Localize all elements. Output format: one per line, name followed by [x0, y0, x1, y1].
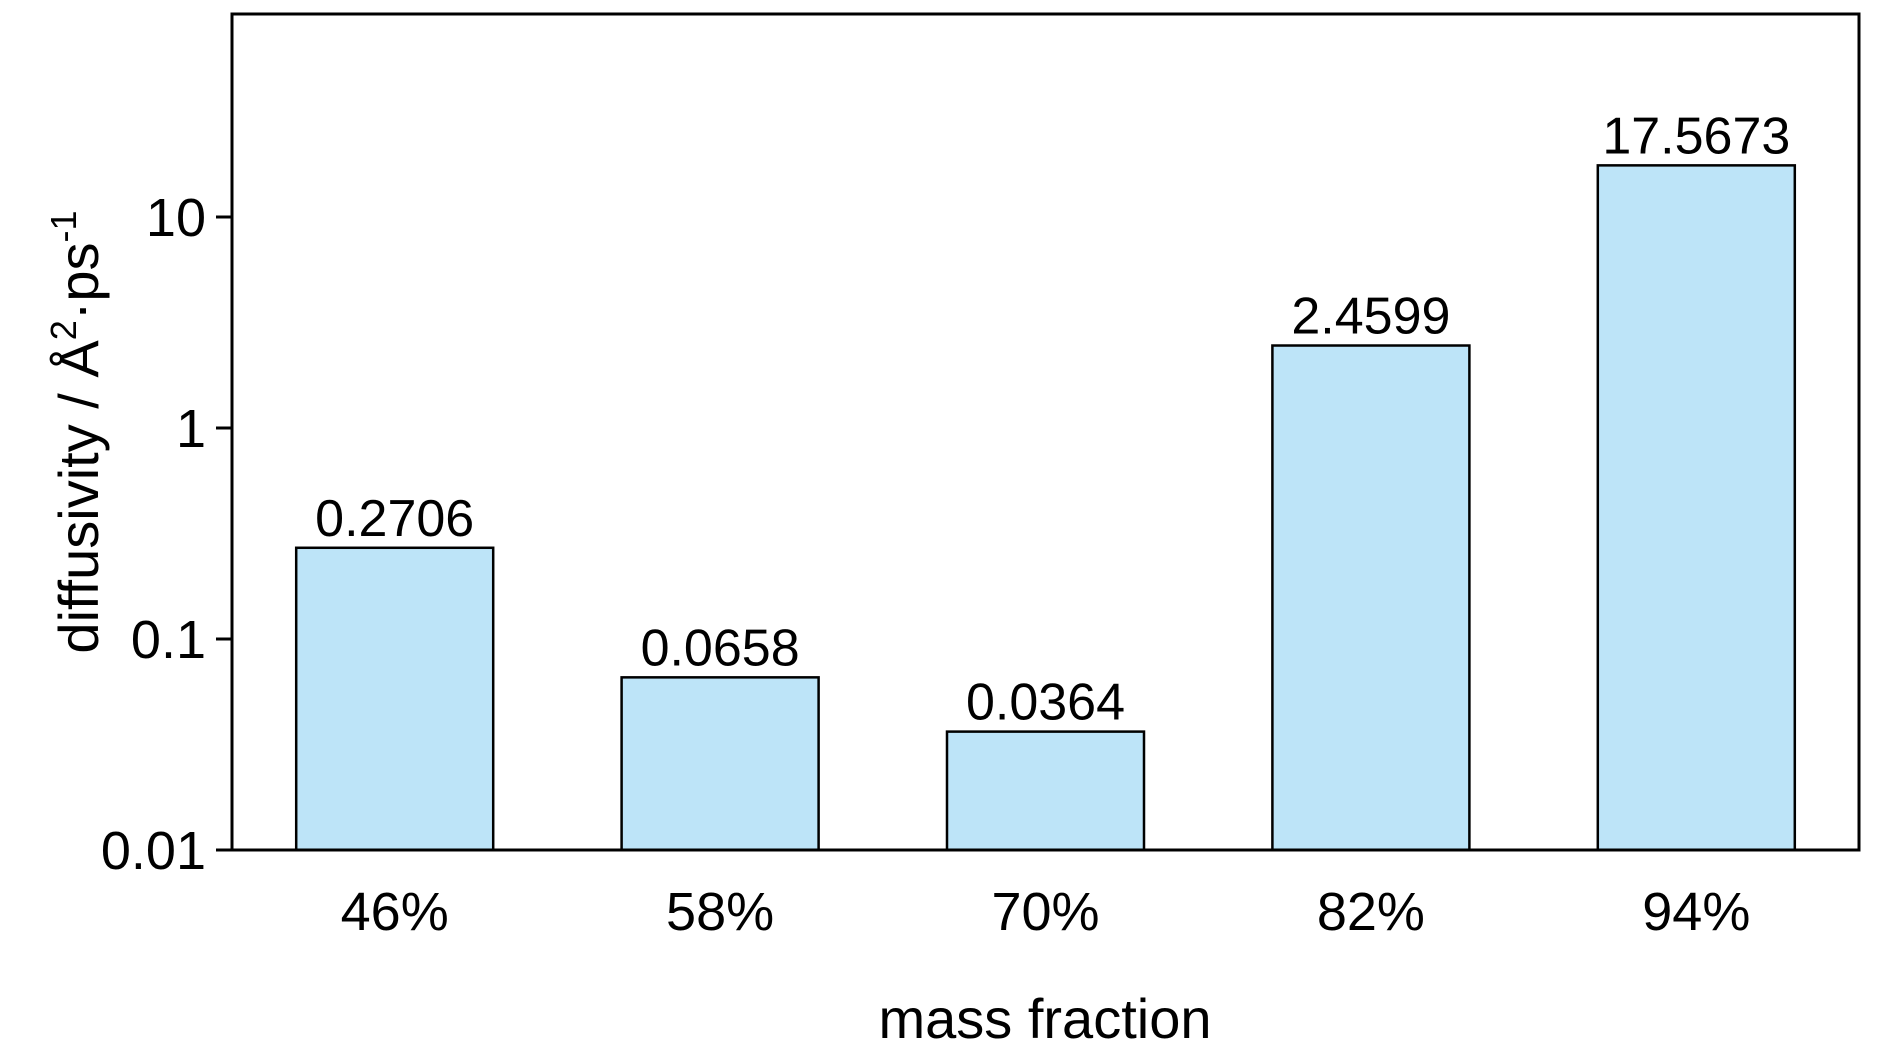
y-axis-title-mid: ·ps	[47, 242, 110, 320]
value-labels-group: 0.2706 0.0658 0.0364 2.4599 17.5673	[315, 107, 1790, 731]
plot-frame	[230, 12, 1861, 852]
x-tick-label: 94%	[1642, 882, 1750, 942]
bar-58pct	[620, 676, 820, 852]
bar-82pct	[1271, 344, 1471, 852]
bar-value-label: 2.4599	[1291, 288, 1450, 346]
bar-value-label: 0.0364	[966, 674, 1125, 732]
x-tick-label: 46%	[341, 882, 449, 942]
y-tick-label: 1	[176, 399, 206, 459]
x-axis-ticks: 46% 58% 70% 82% 94%	[341, 882, 1751, 942]
bar-94pct	[1596, 164, 1797, 852]
bars-group	[294, 164, 1797, 852]
bar-value-label: 0.2706	[315, 490, 474, 548]
x-tick-label: 70%	[991, 882, 1099, 942]
x-tick-label: 58%	[666, 882, 774, 942]
bar-value-label: 0.0658	[641, 619, 800, 677]
x-axis-title: mass fraction	[879, 987, 1212, 1050]
y-tick-label: 10	[146, 188, 206, 248]
x-tick-label: 82%	[1317, 882, 1425, 942]
bar-value-label: 17.5673	[1602, 107, 1790, 165]
bar-46pct	[294, 546, 495, 852]
y-axis-ticks: 0.01 0.1 1 10	[101, 188, 232, 881]
y-axis-title-prefix: diffusivity / Å	[47, 340, 110, 654]
y-tick-label: 0.1	[131, 610, 206, 670]
bar-70pct	[945, 730, 1146, 852]
y-axis-title-sup2: -1	[43, 210, 84, 242]
y-axis-title: diffusivity / Å2·ps-1	[43, 210, 110, 653]
y-axis-title-sup1: 2	[43, 320, 84, 340]
y-tick-label: 0.01	[101, 821, 206, 881]
